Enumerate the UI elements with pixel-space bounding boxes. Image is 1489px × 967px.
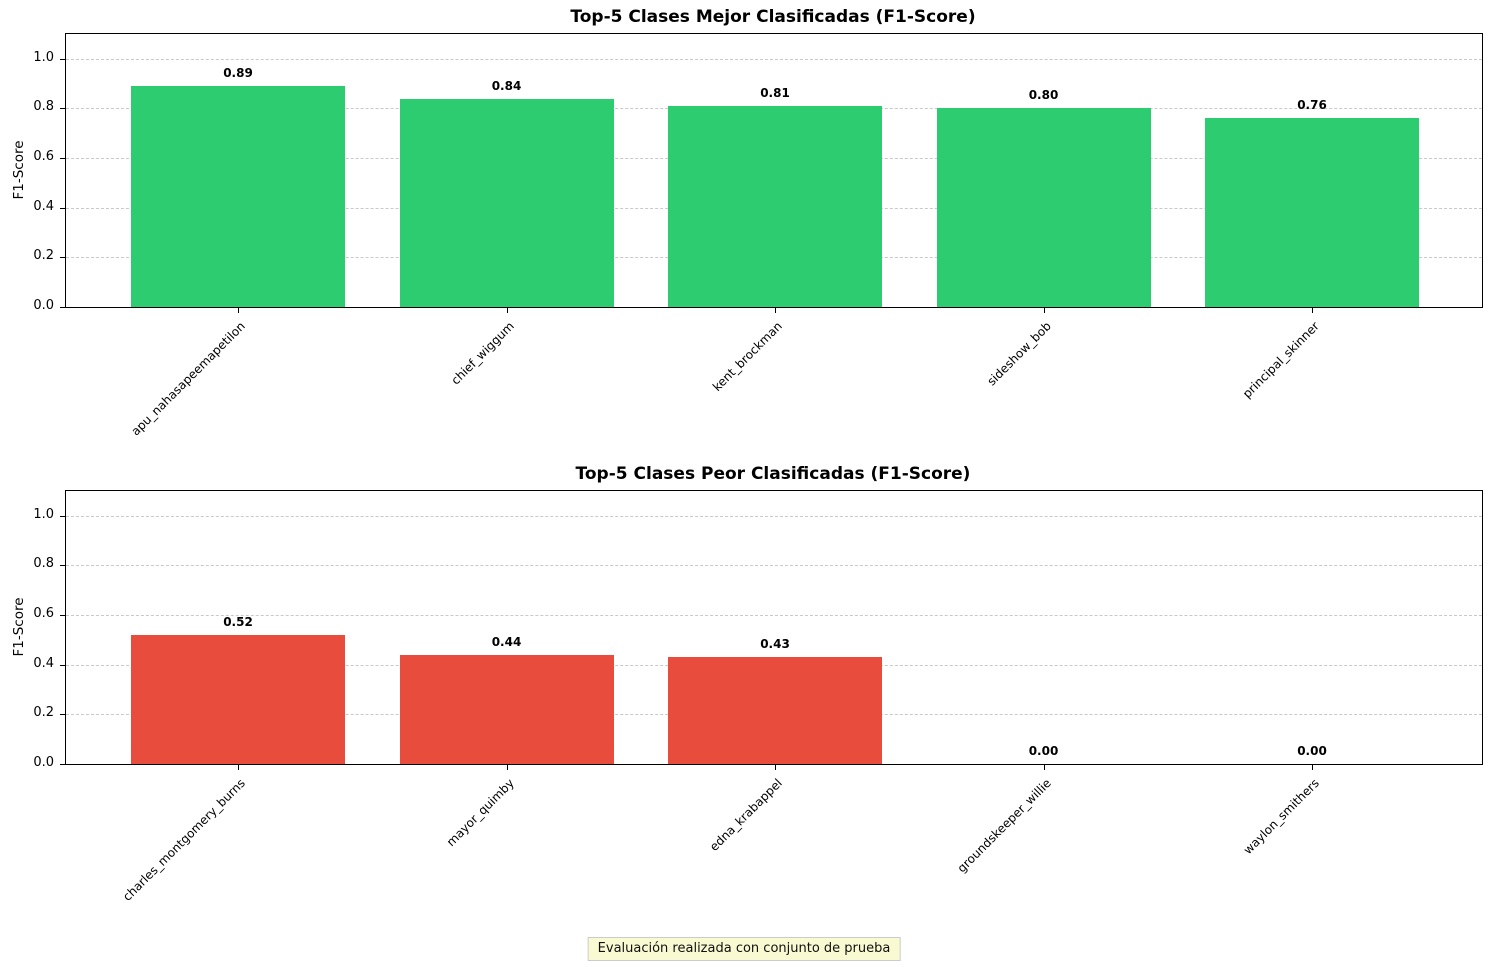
x-tick-label: charles_montgomery_burns (120, 776, 248, 904)
y-tick-label: 0.8 (33, 99, 54, 115)
bar-value-label: 0.44 (491, 634, 522, 649)
bar-value-label: 0.43 (760, 637, 790, 652)
y-tick-mark (60, 515, 65, 517)
bar-value-label: 0.00 (1297, 744, 1327, 758)
y-tick-label: 0.4 (33, 655, 54, 671)
y-tick-label: 0.4 (33, 198, 54, 214)
x-tick-mark (775, 308, 776, 313)
bar (1205, 118, 1419, 307)
y-tick-mark (60, 664, 65, 666)
footer-note: Evaluación realizada con conjunto de pru… (587, 937, 901, 961)
y-tick-label: 0.8 (33, 556, 54, 572)
x-tick-mark (238, 765, 239, 770)
bar-value-label: 0.52 (223, 614, 253, 629)
x-tick-mark (1043, 308, 1045, 313)
y-tick-label: 0.2 (33, 248, 54, 264)
bar (131, 634, 345, 764)
y-tick-label: 1.0 (33, 506, 54, 522)
y-tick-mark (60, 764, 65, 765)
x-tick-mark (506, 765, 508, 770)
y-tick-mark (60, 565, 65, 567)
x-tick-mark (506, 308, 508, 313)
gridline (66, 58, 1482, 60)
bar-value-label: 0.81 (760, 85, 790, 100)
y-tick-label: 0.6 (33, 606, 54, 622)
chart-best-title: Top-5 Clases Mejor Clasificadas (F1-Scor… (570, 7, 976, 27)
x-tick-mark (1312, 765, 1313, 770)
bar (399, 98, 614, 307)
chart-best-plot-area: 0.0 0.2 0.4 0.6 0.8 1.0 0.89 apu_nahasapeemapet… (33, 33, 1483, 438)
y-tick-mark (60, 58, 65, 60)
x-tick-mark (238, 308, 239, 313)
x-tick-label: waylon_smithers (1240, 776, 1322, 858)
x-tick-mark (1043, 765, 1045, 770)
y-tick-mark (60, 615, 65, 617)
y-tick-label: 0.0 (33, 755, 54, 770)
y-tick-mark (60, 158, 65, 160)
bar-value-label: 0.84 (491, 78, 522, 93)
bar (668, 657, 882, 764)
gridline (66, 515, 1482, 517)
y-tick-mark (60, 257, 65, 259)
gridline (66, 615, 1482, 617)
y-tick-mark (60, 108, 65, 110)
bar (668, 105, 882, 307)
gridline (66, 565, 1482, 567)
bar (131, 86, 345, 307)
bar-value-label: 0.76 (1297, 98, 1327, 113)
y-tick-mark (60, 207, 65, 209)
bar-value-label: 0.89 (223, 66, 253, 81)
x-tick-mark (775, 765, 776, 770)
y-tick-label: 0.6 (33, 149, 54, 165)
chart-worst-title: Top-5 Clases Peor Clasificadas (F1-Score… (575, 464, 971, 484)
y-tick-label: 0.2 (33, 705, 54, 721)
bar (936, 108, 1151, 307)
x-tick-mark (1312, 308, 1313, 313)
bar-value-label: 0.00 (1028, 744, 1059, 758)
x-tick-label: mayor_quimby (443, 776, 517, 850)
bar (399, 654, 614, 764)
y-tick-mark (60, 714, 65, 716)
y-tick-label: 1.0 (33, 49, 54, 65)
y-tick-label: 0.0 (33, 298, 54, 313)
chart-worst-plot-area: 0.0 0.2 0.4 0.6 0.8 1.0 0.52 charles_montgomery… (33, 490, 1483, 904)
bar-value-label: 0.80 (1028, 88, 1059, 103)
y-tick-mark (60, 307, 65, 308)
